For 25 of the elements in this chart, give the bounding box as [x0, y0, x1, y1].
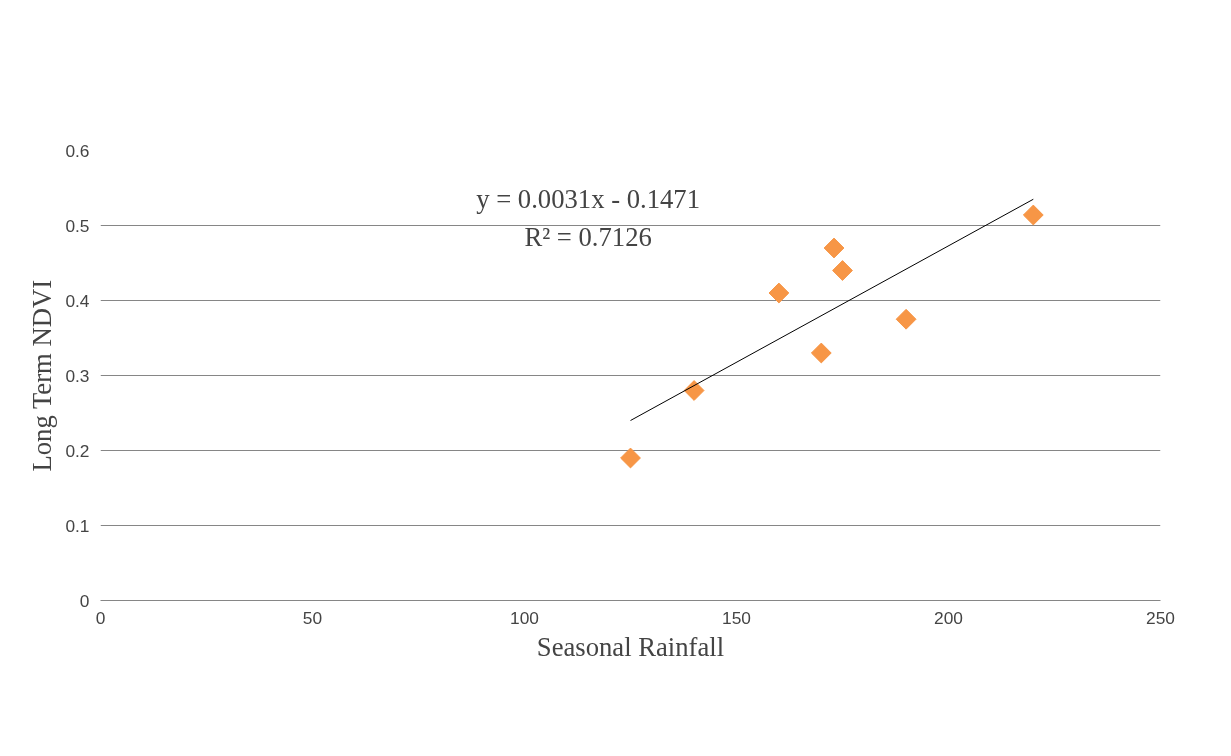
- x-tick-label: 200: [934, 607, 963, 628]
- point: [620, 447, 641, 469]
- y-tick-label: 0.3: [65, 365, 90, 386]
- x-tick-label: 0: [95, 607, 106, 628]
- x-tick-label: 100: [510, 607, 539, 628]
- y-axis-title: Long Term NDVI: [27, 279, 58, 472]
- x-axis-title: Seasonal Rainfall: [536, 631, 725, 662]
- y-tick-label: 0.1: [65, 515, 90, 536]
- point: [810, 342, 832, 364]
- point: [823, 237, 845, 259]
- annotation: R² = 0.7126: [524, 221, 652, 252]
- x-tick-label: 150: [722, 607, 751, 628]
- y-tick-label: 0: [79, 590, 90, 611]
- point: [1022, 204, 1044, 226]
- point: [683, 380, 705, 401]
- x-tick-label: 250: [1146, 607, 1175, 628]
- y-tick-label: 0.4: [65, 290, 90, 311]
- y-tick-label: 0.6: [65, 140, 90, 161]
- y-tick-label: 0.2: [65, 440, 90, 461]
- y-tick-label: 0.5: [65, 215, 90, 236]
- point: [895, 308, 917, 330]
- point: [832, 260, 853, 281]
- x-tick-label: 50: [302, 607, 323, 628]
- point: [768, 282, 790, 304]
- annotation: y = 0.0031x - 0.1471: [476, 183, 701, 214]
